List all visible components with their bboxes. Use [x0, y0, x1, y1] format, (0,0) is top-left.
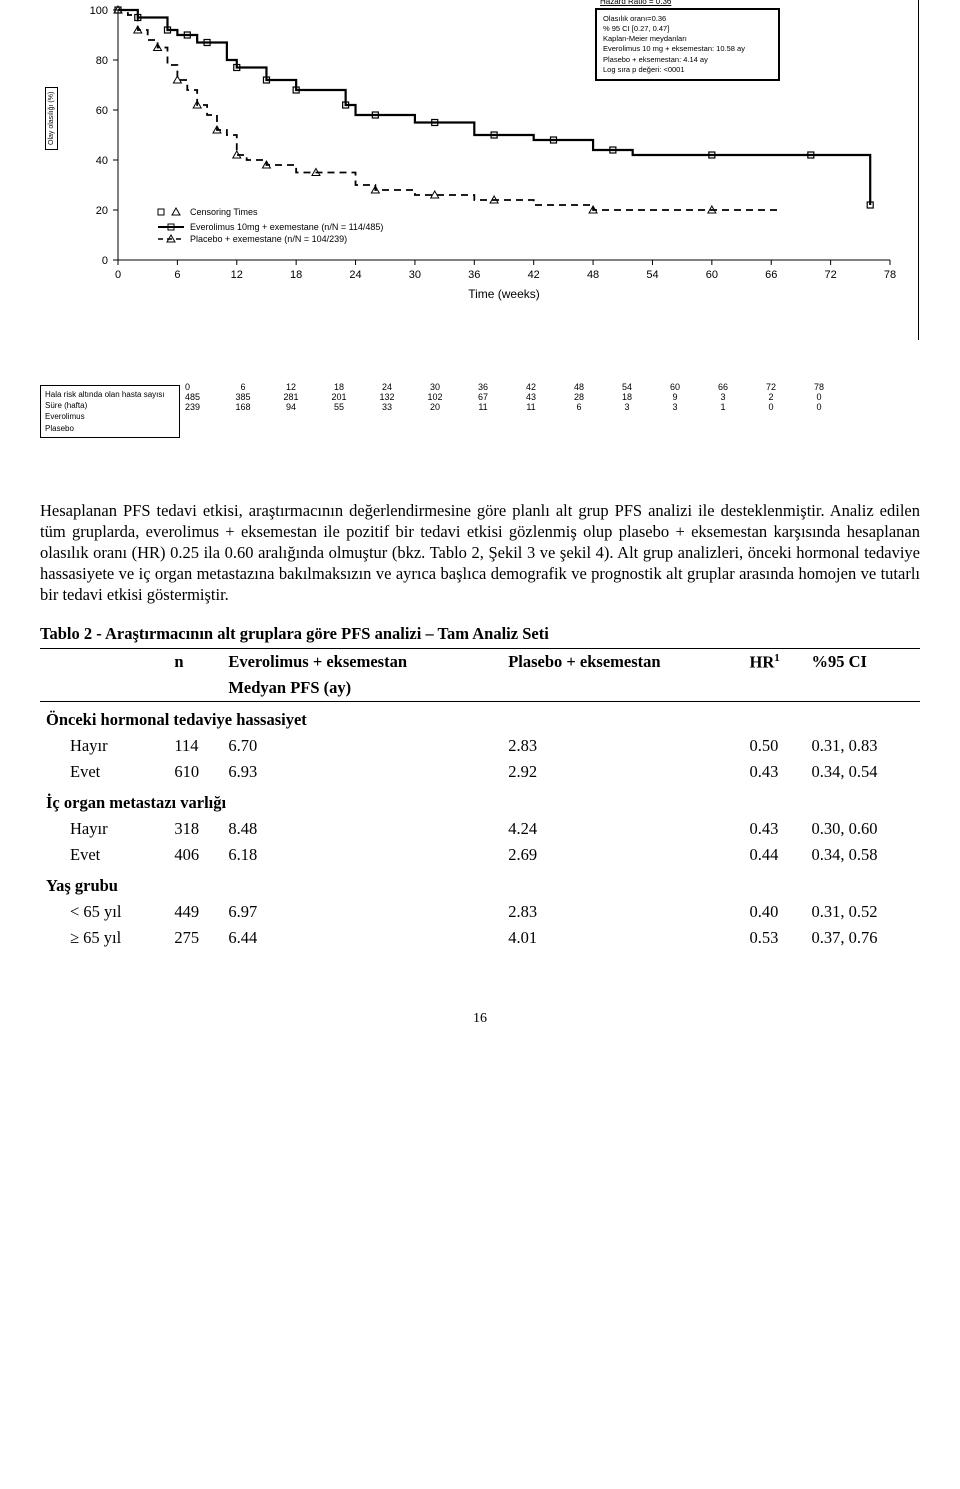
svg-text:48: 48	[587, 269, 599, 281]
risk-table-region: Hala risk altında olan hasta sayısı Süre…	[40, 370, 920, 450]
svg-text:0: 0	[102, 255, 108, 267]
svg-text:36: 36	[468, 269, 480, 281]
svg-text:60: 60	[706, 269, 718, 281]
kaplan-meier-chart: Hazard Ratio = 0.36 Olasılık oranı=0.36 …	[40, 0, 920, 340]
group-label: Önceki hormonal tedaviye hassasiyet	[40, 702, 920, 734]
table-row: < 65 yıl4496.972.830.400.31, 0.52	[40, 899, 920, 925]
svg-text:42: 42	[528, 269, 540, 281]
svg-text:100: 100	[90, 5, 108, 17]
svg-text:0: 0	[115, 269, 121, 281]
svg-text:30: 30	[409, 269, 421, 281]
risk-numbers: 0612182430364248546066727848538528120113…	[185, 382, 843, 412]
risk-label-line: Everolimus	[45, 411, 175, 422]
risk-label-box: Hala risk altında olan hasta sayısı Süre…	[40, 385, 180, 438]
svg-text:24: 24	[349, 269, 361, 281]
chart-stats-box: Olasılık oranı=0.36 % 95 CI [0.27, 0.47]…	[595, 8, 780, 81]
svg-text:72: 72	[824, 269, 836, 281]
stats-line: Olasılık oranı=0.36	[603, 14, 772, 24]
svg-text:Censoring Times: Censoring Times	[190, 207, 258, 217]
pfs-analysis-table: n Everolimus + eksemestan Plasebo + ekse…	[40, 648, 920, 952]
col-hr: HR1	[743, 648, 805, 675]
table-row: Evet4066.182.690.440.34, 0.58	[40, 842, 920, 868]
table-row: Evet6106.932.920.430.34, 0.54	[40, 759, 920, 785]
svg-text:60: 60	[96, 105, 108, 117]
hazard-ratio-label: Hazard Ratio = 0.36	[600, 0, 671, 6]
svg-text:12: 12	[231, 269, 243, 281]
risk-label-line: Plasebo	[45, 423, 175, 434]
svg-text:Placebo + exemestane: Placebo + exemestane (n/N = 104/239)	[190, 234, 347, 244]
table-row: Hayır1146.702.830.500.31, 0.83	[40, 733, 920, 759]
col-placebo: Plasebo + eksemestan	[502, 648, 743, 675]
table-row: ≥ 65 yıl2756.444.010.530.37, 0.76	[40, 925, 920, 951]
svg-text:18: 18	[290, 269, 302, 281]
page-number: 16	[40, 1011, 920, 1027]
body-paragraph: Hesaplanan PFS tedavi etkisi, araştırmac…	[40, 500, 920, 606]
y-axis-label: Olay olasılığı (%)	[45, 87, 58, 150]
group-label: Yaş grubu	[40, 868, 920, 899]
svg-text:54: 54	[646, 269, 658, 281]
group-label: İç organ metastazı varlığı	[40, 785, 920, 816]
stats-line: Plasebo + eksemestan: 4.14 ay	[603, 55, 772, 65]
table-title: Tablo 2 - Araştırmacının alt gruplara gö…	[40, 624, 920, 644]
chart-svg: 0 20 40 60 80 100 0 6 12 18 24 30 36 42 48 54 60 66 72 78 Ti…	[40, 0, 920, 340]
svg-text:6: 6	[174, 269, 180, 281]
svg-text:78: 78	[884, 269, 896, 281]
svg-text:Everolimus 10mg + exemestane (: Everolimus 10mg + exemestane (n/N = 114/…	[190, 222, 383, 232]
risk-label-line: Süre (hafta)	[45, 400, 175, 411]
stats-line: Everolimus 10 mg + eksemestan: 10.58 ay	[603, 44, 772, 54]
svg-text:80: 80	[96, 55, 108, 67]
col-n: n	[168, 648, 222, 675]
table-row: Hayır3188.484.240.430.30, 0.60	[40, 816, 920, 842]
risk-label-line: Hala risk altında olan hasta sayısı	[45, 389, 175, 400]
svg-text:Time (weeks): Time (weeks)	[468, 287, 540, 301]
col-median-pfs: Medyan PFS (ay)	[222, 675, 743, 702]
col-everolimus: Everolimus + eksemestan	[222, 648, 502, 675]
col-ci: %95 CI	[805, 648, 920, 675]
svg-text:20: 20	[96, 205, 108, 217]
stats-line: % 95 CI [0.27, 0.47]	[603, 24, 772, 34]
stats-line: Kaplan-Meier meydanları	[603, 34, 772, 44]
svg-text:66: 66	[765, 269, 777, 281]
stats-line: Log sıra p değeri: <0001	[603, 65, 772, 75]
svg-text:40: 40	[96, 155, 108, 167]
